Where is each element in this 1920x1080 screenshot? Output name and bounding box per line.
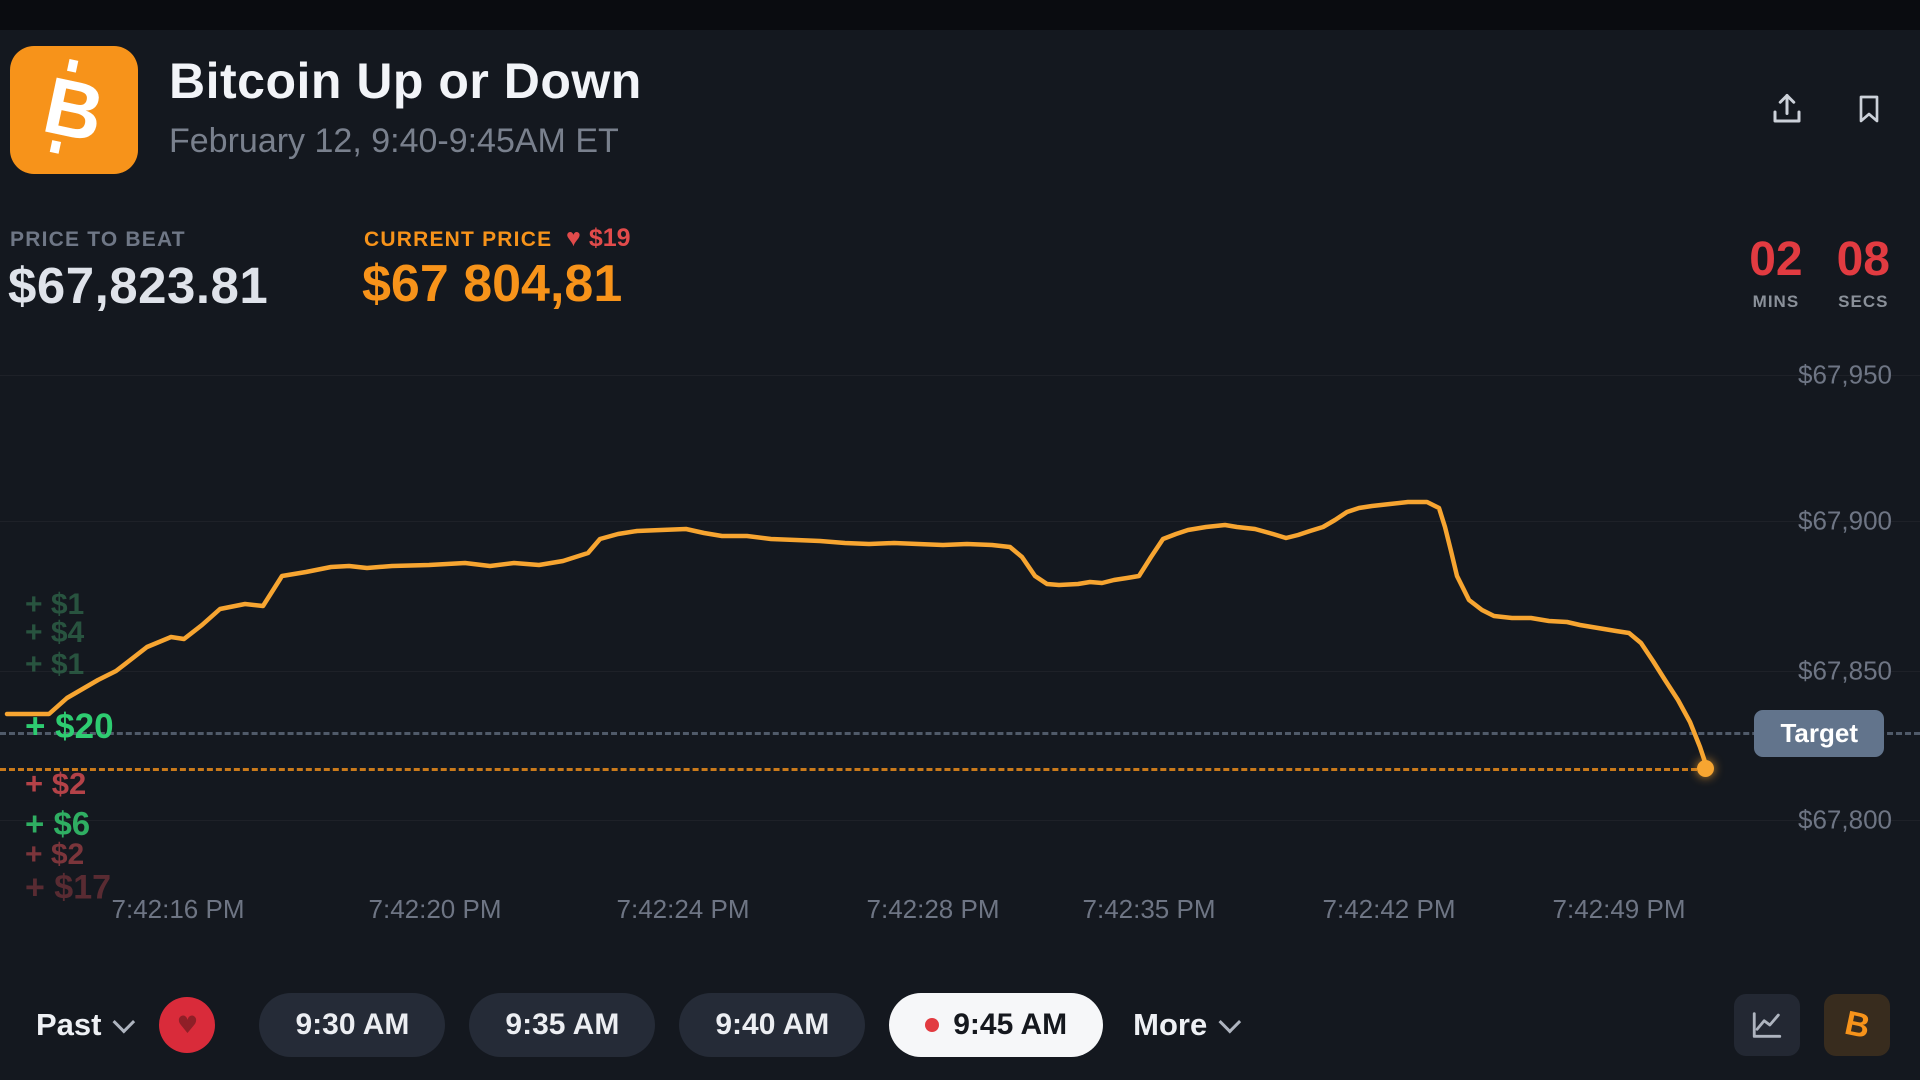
bookmark-icon [1859,95,1879,123]
more-dropdown[interactable]: More [1127,1007,1242,1043]
bet-label-down: + $2 [25,838,85,871]
past-dropdown-label: Past [36,1007,102,1042]
live-dot-icon [925,1018,940,1032]
page-title: Bitcoin Up or Down [169,53,642,109]
price-chart: $67,950 $67,900 $67,850 $67,800 Target +… [0,350,1920,924]
chart-view-button[interactable] [1734,994,1800,1056]
bitcoin-logo: B [10,46,138,174]
target-badge: Target [1754,710,1884,757]
gridline [0,375,1920,376]
price-to-beat-value: $67,823.81 [8,257,269,314]
bookmark-button[interactable] [1848,88,1890,130]
x-axis-label: 7:42:16 PM [111,894,245,924]
timer-minutes-label: MINS [1752,292,1800,311]
price-delta: ♥ $19 [566,224,631,253]
price-line [4,499,1709,768]
y-axis-label: $67,900 [1798,505,1892,536]
x-axis-label: 7:42:35 PM [1082,894,1216,924]
past-dropdown[interactable]: Past [30,1007,136,1043]
time-tab-935[interactable]: 9:35 AM [469,993,656,1057]
y-axis-label: $67,950 [1798,359,1892,390]
bet-label-down: + $2 [25,766,87,801]
bitcoin-view-button[interactable]: B [1824,994,1890,1056]
time-tab-945-active[interactable]: 9:45 AM [889,993,1104,1057]
gridline [0,820,1920,821]
chevron-down-icon [1218,1010,1242,1034]
footer-bar: Past ♥ 9:30 AM 9:35 AM 9:40 AM 9:45 AM M… [0,990,1920,1060]
price-delta-value: $19 [588,224,631,252]
share-icon [1773,94,1801,123]
x-axis-label: 7:42:20 PM [368,894,502,924]
y-axis-label: $67,800 [1798,804,1892,835]
round-date-range: February 12, 9:40-9:45AM ET [169,122,619,160]
current-price-dot [1697,760,1714,777]
heart-icon: ♥ [566,224,581,252]
time-tab-930[interactable]: 9:30 AM [259,993,446,1057]
bitcoin-icon: B [1841,1003,1874,1046]
bet-label-down: + $17 [25,868,112,907]
chevron-down-icon [112,1010,136,1034]
share-button[interactable] [1766,88,1808,130]
current-price-label: CURRENT PRICE [364,228,553,251]
x-axis-label: 7:42:49 PM [1552,894,1686,924]
x-axis-label: 7:42:24 PM [616,894,750,924]
current-price-value: $67 804,81 [362,255,623,313]
time-tab-label: 9:45 AM [953,1008,1068,1041]
x-axis-label: 7:42:28 PM [866,894,1000,924]
heart-icon: ♥ [176,1011,199,1039]
timer-seconds: 08 [1836,233,1890,286]
current-price-line [0,768,1706,771]
x-axis-label: 7:42:42 PM [1322,894,1456,924]
line-chart-icon [1752,1012,1782,1038]
top-strip [0,0,1920,30]
target-price-line [0,732,1920,735]
y-axis-label: $67,850 [1798,655,1892,686]
gridline [0,671,1920,672]
time-tab-940[interactable]: 9:40 AM [679,993,866,1057]
favorite-button[interactable]: ♥ [159,997,216,1053]
countdown-timer: 02 MINS 08 SECS [1749,236,1890,312]
price-to-beat-label: PRICE TO BEAT [10,228,186,251]
bet-label-up: + $1 [25,648,85,681]
gridline [0,521,1920,522]
timer-seconds-label: SECS [1838,292,1889,311]
bet-label-up: + $1 [25,588,85,621]
timer-minutes: 02 [1749,233,1803,286]
bet-label-up: + $4 [25,616,85,649]
bet-label-up: + $6 [25,805,91,842]
bet-label-up: + $20 [25,707,114,746]
more-dropdown-label: More [1133,1007,1208,1042]
